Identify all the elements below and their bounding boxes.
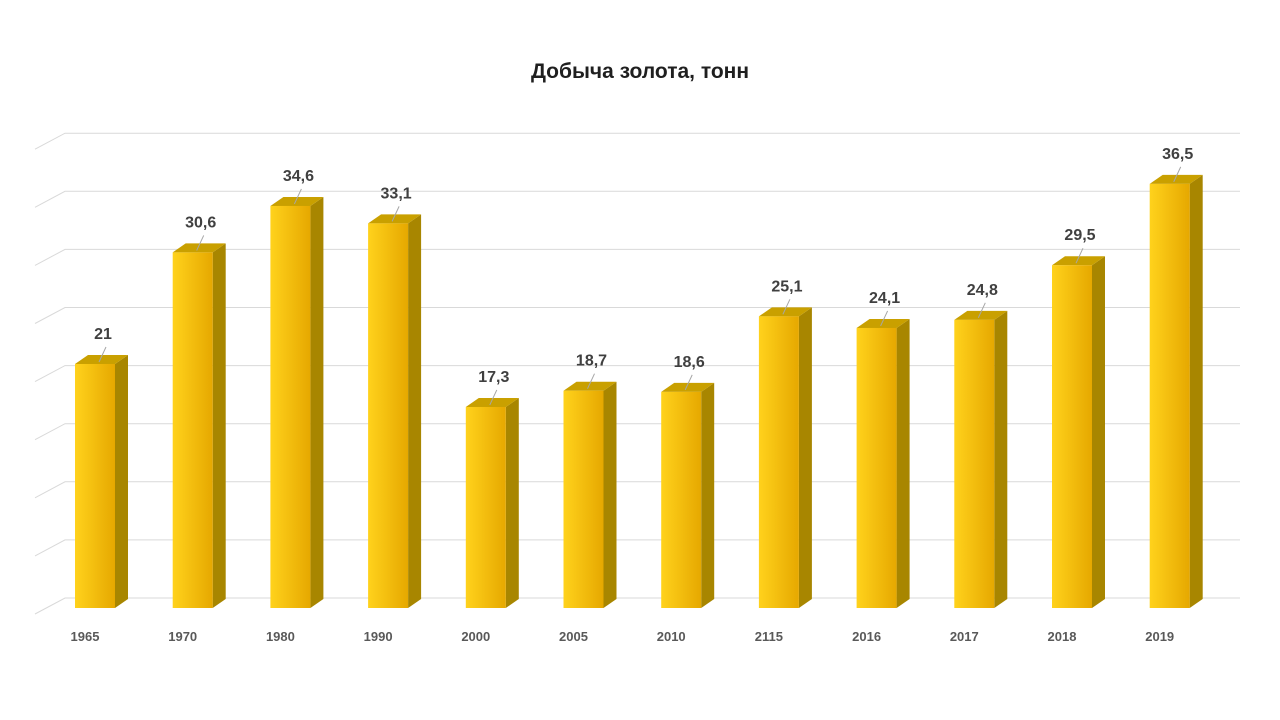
data-label-leader	[782, 299, 791, 315]
x-tick-labels: 1965 1970 1980 1990 2000 2005 2010 2115 2016 2017…	[71, 629, 1175, 644]
data-labels: 21 30,6 34,6 33,1 17,3 18,7 18,6 25,1 24,1 24,8 29…	[94, 146, 1193, 406]
bar	[368, 214, 422, 609]
data-label: 18,6	[674, 354, 705, 371]
bar-front	[270, 205, 311, 608]
bar-front	[465, 406, 506, 608]
x-tick-label: 1965	[71, 629, 100, 644]
x-tick-label: 1970	[168, 629, 197, 644]
bar	[172, 243, 226, 609]
data-label: 17,3	[478, 369, 509, 386]
bar-front	[172, 252, 213, 609]
bar	[270, 196, 324, 608]
data-label: 24,1	[869, 290, 900, 307]
bar-top	[661, 382, 715, 392]
x-tick-label: 2017	[950, 629, 979, 644]
x-tick-label: 2000	[461, 629, 490, 644]
bar-side	[408, 214, 422, 609]
bar	[465, 397, 519, 608]
data-label-leader	[293, 188, 302, 205]
data-label-leader	[587, 373, 595, 389]
bar-front	[368, 223, 409, 609]
data-label-leader	[1173, 166, 1182, 183]
bar-side	[603, 381, 617, 608]
bar	[758, 307, 812, 608]
bar-top	[758, 307, 812, 317]
bar-side	[212, 243, 226, 609]
bar	[1149, 174, 1203, 608]
data-label-leader	[489, 389, 498, 406]
x-tick-label: 1980	[266, 629, 295, 644]
data-label-leader	[1075, 247, 1084, 264]
bar-top	[1149, 174, 1203, 184]
x-tick-label: 2010	[657, 629, 686, 644]
gridline	[34, 365, 1240, 383]
bar	[954, 310, 1008, 608]
gridline	[34, 248, 1240, 266]
bar-side	[505, 397, 519, 608]
bar	[661, 382, 715, 608]
data-label: 18,7	[576, 353, 607, 370]
chart-title: Добыча золота, тонн	[531, 60, 749, 83]
bar-front	[563, 390, 604, 608]
bar-top	[465, 397, 519, 407]
bar	[1052, 256, 1105, 608]
bar-side	[896, 318, 910, 608]
data-label: 24,8	[967, 282, 998, 299]
gridline	[34, 190, 1240, 208]
gridline	[34, 132, 1240, 150]
bar-top	[368, 214, 422, 224]
bar	[563, 381, 617, 608]
bar-front	[75, 363, 115, 608]
data-label: 34,6	[283, 168, 314, 185]
gridline	[34, 481, 1240, 499]
data-label-leader	[391, 206, 400, 222]
bar-front	[758, 316, 799, 608]
bar-side	[701, 382, 715, 608]
bar-front	[1149, 183, 1190, 608]
data-label: 36,5	[1162, 146, 1193, 163]
bars	[75, 174, 1203, 609]
bar-front	[856, 327, 897, 608]
bar	[75, 354, 128, 608]
bar-side	[115, 354, 128, 608]
x-tick-label: 2115	[755, 629, 783, 644]
bar-top	[563, 381, 617, 391]
data-label: 25,1	[771, 278, 802, 295]
bar-top	[1052, 256, 1105, 266]
x-tick-label: 2018	[1048, 629, 1077, 644]
bar-front	[1052, 265, 1092, 608]
bar-side	[798, 307, 812, 608]
data-label: 21	[94, 326, 112, 343]
data-label-leader	[977, 302, 986, 319]
gridline	[34, 307, 1240, 324]
x-tick-label: 1990	[364, 629, 393, 644]
gridlines	[34, 132, 1240, 615]
bar-top	[270, 196, 324, 206]
bar-side	[994, 310, 1008, 608]
gridline	[34, 539, 1240, 557]
gridline	[34, 423, 1240, 441]
bar-top	[856, 318, 910, 328]
bar-front	[661, 391, 702, 608]
data-label: 33,1	[381, 185, 412, 202]
bar-side	[1092, 256, 1105, 608]
data-label: 29,5	[1064, 227, 1095, 244]
bar-top	[75, 354, 128, 364]
bar	[856, 318, 910, 608]
gridline	[34, 597, 1240, 615]
data-label-leader	[98, 346, 107, 363]
bar-top	[954, 310, 1008, 320]
bar-front	[954, 319, 995, 608]
x-tick-label: 2019	[1145, 629, 1174, 644]
x-tick-label: 2005	[559, 629, 588, 644]
data-label-leader	[880, 310, 889, 327]
bar-top	[172, 243, 226, 253]
data-label-leader	[196, 235, 205, 251]
data-label: 30,6	[185, 214, 216, 231]
bar-side	[310, 196, 324, 608]
x-tick-label: 2016	[852, 629, 881, 644]
data-label-leader	[684, 374, 693, 391]
bar-side	[1189, 174, 1203, 608]
